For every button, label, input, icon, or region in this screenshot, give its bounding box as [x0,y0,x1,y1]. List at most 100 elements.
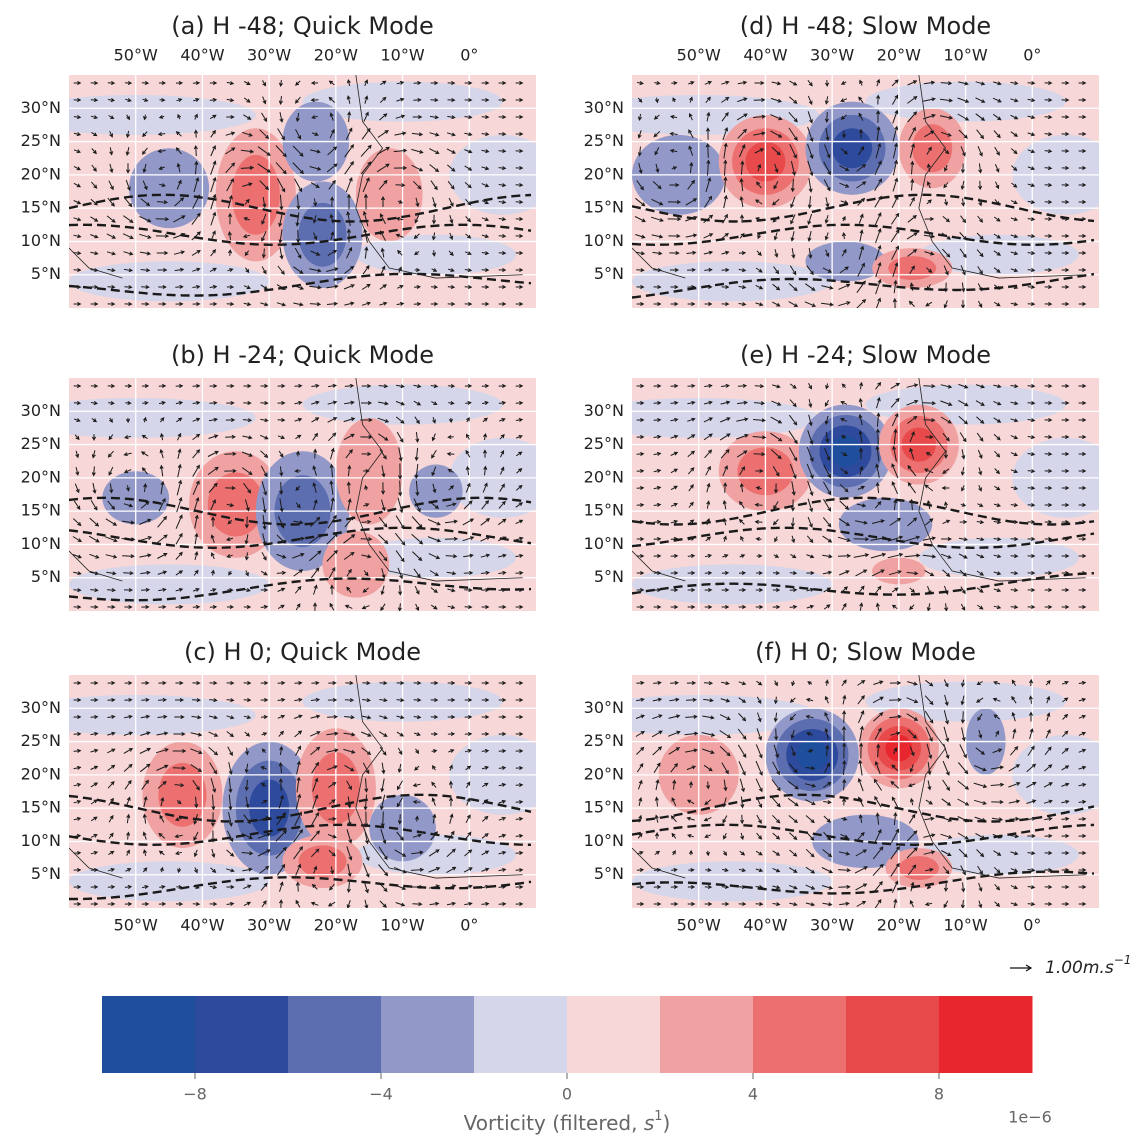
x-tick-label: 10°W [380,46,424,65]
dashed-contour [69,223,532,247]
x-tick-label: 50°W [114,46,158,65]
coastline [69,675,523,879]
x-tick-label: 0° [460,916,478,935]
x-tick-label: 30°W [810,46,854,65]
y-tick-label: 20°N [21,764,61,783]
coastline [632,378,1086,582]
dashed-contour [632,823,1095,847]
colorbar-segment [846,996,940,1073]
colorbar-segment [660,996,754,1073]
y-tick-label: 25°N [21,131,61,150]
y-tick-label: 15°N [584,798,624,817]
vorticity-contour [829,435,862,467]
y-tick-label: 10°N [584,831,624,850]
x-tick-label: 10°W [943,916,987,935]
y-tick-label: 30°N [21,698,61,717]
y-tick-label: 30°N [584,401,624,420]
y-tick-label: 15°N [21,798,61,817]
quiver-key-arrow [1010,964,1033,972]
field-band [632,397,819,438]
y-tick-label: 20°N [584,164,624,183]
colorbar-segment [939,996,1033,1073]
y-tick-label: 30°N [21,98,61,117]
y-tick-label: 10°N [21,831,61,850]
map-panel: (e) H -24; Slow Mode 5°N 10°N 15°N 20°N 25°N 3… [584,341,1099,611]
field-band [355,537,516,578]
map-field [69,378,536,611]
y-tick-label: 25°N [21,731,61,750]
x-tick-label: 20°W [877,46,921,65]
colorbar-segment [567,996,661,1073]
y-tick-label: 15°N [584,501,624,520]
coastline [632,675,1086,879]
colorbar-offset: 1e−6 [1008,1108,1052,1127]
y-tick-label: 5°N [594,264,624,283]
vorticity-contour [912,124,953,173]
dashed-contour [632,193,1095,223]
coastline [69,75,523,279]
y-tick-label: 10°N [21,534,61,553]
y-tick-label: 5°N [594,864,624,883]
y-tick-label: 30°N [21,401,61,420]
colorbar-tick-label: −8 [183,1085,207,1104]
vorticity-contour [231,154,280,235]
dashed-contour [69,272,532,297]
vorticity-contour [129,148,210,229]
colorbar-segment [753,996,847,1073]
dashed-contour [69,876,532,901]
vorticity-contour [355,148,423,242]
map-panel: (f) H 0; Slow Mode 5°N 10°N 15°N 20°N 25°N 30°… [584,638,1099,935]
colorbar-segment [102,996,196,1073]
map-panel: (c) H 0; Quick Mode 5°N 10°N 15°N 20°N 25°N 30… [21,638,536,935]
panel-title: (e) H -24; Slow Mode [740,341,991,369]
quiver-key-text: 1.00m.s [1045,958,1114,978]
map-field [632,675,1099,908]
panel-title: (d) H -48; Slow Mode [740,12,991,40]
x-tick-label: 30°W [247,916,291,935]
vorticity-contour [298,202,347,267]
y-tick-label: 5°N [31,864,61,883]
map-panel: (b) H -24; Quick Mode 5°N 10°N 15°N 20°N 25°N… [21,341,536,611]
vorticity-contour [158,762,207,827]
x-tick-label: 10°W [380,916,424,935]
dashed-contour [632,572,1095,596]
x-tick-label: 20°W [314,916,358,935]
label-part: 1 [654,1109,662,1124]
colorbar-segment [195,996,289,1073]
panel-title: (b) H -24; Quick Mode [171,341,434,369]
field-band [69,564,270,605]
y-tick-label: 5°N [594,567,624,586]
quiver-key-label: 1.00m.s−1 [1045,953,1131,979]
map-field [69,75,536,308]
y-tick-label: 30°N [584,698,624,717]
dashed-contour [69,496,532,526]
map-field [632,378,1099,611]
dashed-contour [69,577,532,602]
colorbar-segment [381,996,475,1073]
dashed-contour [632,870,1095,895]
x-tick-label: 0° [1023,46,1041,65]
colorbar-label: Vorticity (filtered, s1) [464,1109,671,1135]
y-tick-label: 20°N [21,467,61,486]
field-band [355,234,516,275]
panel-title: (a) H -48; Quick Mode [171,12,434,40]
colorbar-segment [288,996,382,1073]
vorticity-contour [207,472,264,537]
y-tick-label: 15°N [21,198,61,217]
x-tick-label: 30°W [247,46,291,65]
x-tick-label: 40°W [743,916,787,935]
field-band [69,94,256,135]
wind-vectors [635,678,1087,908]
dashed-contour [632,223,1095,247]
quiver-key-superscript: −1 [1114,953,1132,967]
map-panel: (a) H -48; Quick Mode 5°N 10°N 15°N 20°N 25°N… [21,12,536,308]
dashed-contour [69,193,532,223]
field-band [69,694,256,735]
vorticity-contour [888,256,937,281]
quiver-key: 1.00m.s−1 [1010,953,1131,979]
x-tick-label: 20°W [877,916,921,935]
label-part: Vorticity (filtered, [464,1111,644,1135]
field-band [632,861,833,902]
x-tick-label: 50°W [677,46,721,65]
